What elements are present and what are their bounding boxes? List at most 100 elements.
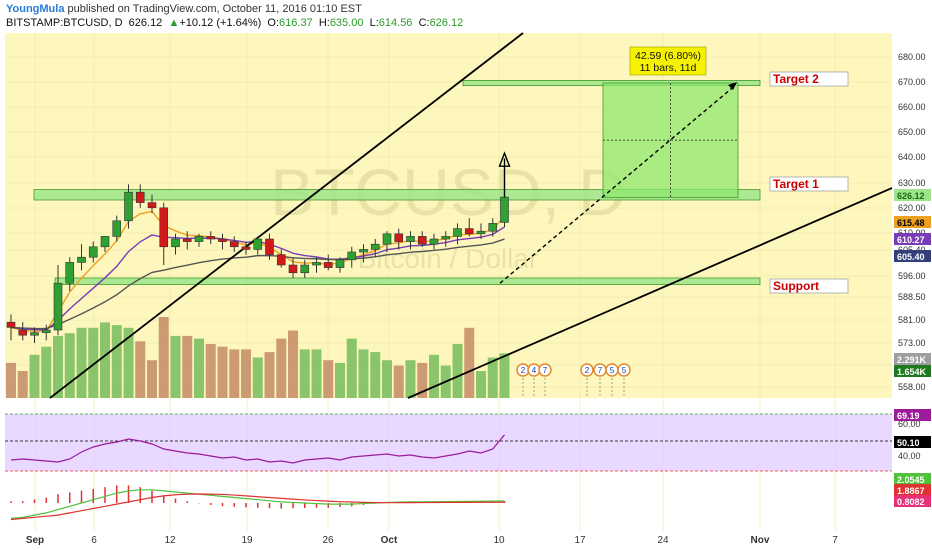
candle[interactable] <box>394 233 404 242</box>
event-flag-label: 4 <box>532 366 537 375</box>
volume-bar <box>499 353 510 398</box>
target1-label-box[interactable] <box>769 176 849 192</box>
x-axis-label: 26 <box>322 535 334 546</box>
x-axis-label: 7 <box>832 535 838 546</box>
target2-label-box[interactable] <box>769 71 849 87</box>
volume-bar <box>417 362 428 398</box>
event-flag-label: 2 <box>585 366 590 375</box>
candle[interactable] <box>53 282 63 331</box>
candle[interactable] <box>288 264 298 274</box>
x-axis-label: 17 <box>574 535 586 546</box>
candle[interactable] <box>464 228 474 235</box>
candle[interactable] <box>323 262 333 268</box>
volume-bar <box>476 371 486 398</box>
candle[interactable] <box>429 238 439 245</box>
candle[interactable] <box>253 238 263 250</box>
ma-long-line <box>10 238 505 330</box>
candle[interactable] <box>100 236 110 248</box>
event-flag-icon[interactable] <box>538 363 552 377</box>
badge-ema-slow: 610.27 <box>897 235 925 245</box>
candle[interactable] <box>241 246 251 250</box>
candle[interactable] <box>453 228 462 237</box>
candle[interactable] <box>382 233 392 245</box>
candle[interactable] <box>41 329 51 333</box>
candle[interactable] <box>476 230 486 235</box>
badge-ema-fast: 615.48 <box>897 218 925 228</box>
price-axis-label: 620.00 <box>898 203 926 213</box>
x-axis-label: Sep <box>26 535 44 546</box>
zone-support[interactable] <box>54 277 761 285</box>
x-axis[interactable] <box>0 531 932 550</box>
badge-volume-avg-box <box>894 353 931 365</box>
candle[interactable] <box>359 249 368 253</box>
event-flag-icon[interactable] <box>580 363 594 377</box>
volume-bar <box>158 317 169 398</box>
candle[interactable] <box>276 254 286 266</box>
candle[interactable] <box>88 246 98 258</box>
measure-box[interactable] <box>629 46 707 76</box>
candle[interactable] <box>112 220 122 237</box>
candle[interactable] <box>488 223 498 232</box>
candle[interactable] <box>441 236 451 240</box>
candle[interactable] <box>124 191 133 222</box>
volume-bar <box>170 335 181 398</box>
candle[interactable] <box>347 251 357 261</box>
volume-bar <box>252 357 263 398</box>
measure-value: 42.59 (6.80%) <box>635 50 701 62</box>
candle[interactable] <box>182 238 192 242</box>
volume-bar <box>429 354 439 398</box>
candle[interactable] <box>30 332 39 336</box>
publish-info: published on TradingView.com, October 11… <box>67 3 362 15</box>
volume-bar <box>217 346 228 398</box>
volume-bar <box>487 357 498 398</box>
volume-bar <box>311 349 322 398</box>
badge-rsi: 69.19 <box>897 411 920 421</box>
candle[interactable] <box>229 241 239 248</box>
x-axis-label: 24 <box>657 535 669 546</box>
candle[interactable] <box>265 238 274 255</box>
volume-bar <box>370 352 381 398</box>
badge-ema-slow-box <box>894 233 931 245</box>
publish-line: YoungMula published on TradingView.com, … <box>6 3 362 15</box>
breakout-arrowhead-icon <box>498 151 511 167</box>
zone-target-1[interactable] <box>33 189 761 201</box>
price-axis-label: 660.00 <box>898 102 926 112</box>
candle[interactable] <box>417 236 427 245</box>
volume-bar <box>241 349 251 398</box>
x-axis-label: 19 <box>241 535 253 546</box>
candle[interactable] <box>18 329 28 336</box>
candle[interactable] <box>500 196 509 223</box>
upper-trendline[interactable] <box>49 32 524 399</box>
high-value: 635.00 <box>329 17 364 29</box>
lower-trendline[interactable] <box>407 187 893 399</box>
candle[interactable] <box>300 264 310 274</box>
candle[interactable] <box>370 243 380 250</box>
badge-macd-hist: 0.8082 <box>897 497 925 507</box>
candle[interactable] <box>77 256 86 263</box>
candle[interactable] <box>194 236 204 242</box>
high-label: H: <box>318 17 330 29</box>
badge-ma-long: 605.40 <box>897 252 925 262</box>
price-panel[interactable] <box>5 33 892 398</box>
candle[interactable] <box>335 259 345 268</box>
candle[interactable] <box>206 236 216 240</box>
candle[interactable] <box>171 238 180 248</box>
price-axis-label: 640.00 <box>898 152 926 162</box>
candle[interactable] <box>147 202 157 209</box>
candle[interactable] <box>406 236 415 242</box>
close-label: C: <box>418 17 430 29</box>
support-label-box[interactable] <box>769 278 849 294</box>
volume-bar <box>29 354 40 398</box>
candle[interactable] <box>312 262 321 266</box>
event-flag-label: 5 <box>622 366 627 375</box>
author-name[interactable]: YoungMula <box>6 3 65 15</box>
badge-last-price: 626.12 <box>897 191 925 201</box>
candle[interactable] <box>65 262 75 284</box>
projection-dashed-line[interactable] <box>499 85 736 284</box>
candle[interactable] <box>218 238 227 242</box>
event-flag-icon[interactable] <box>617 363 631 377</box>
candle[interactable] <box>135 191 145 203</box>
candle[interactable] <box>6 321 16 328</box>
candle[interactable] <box>159 207 169 248</box>
